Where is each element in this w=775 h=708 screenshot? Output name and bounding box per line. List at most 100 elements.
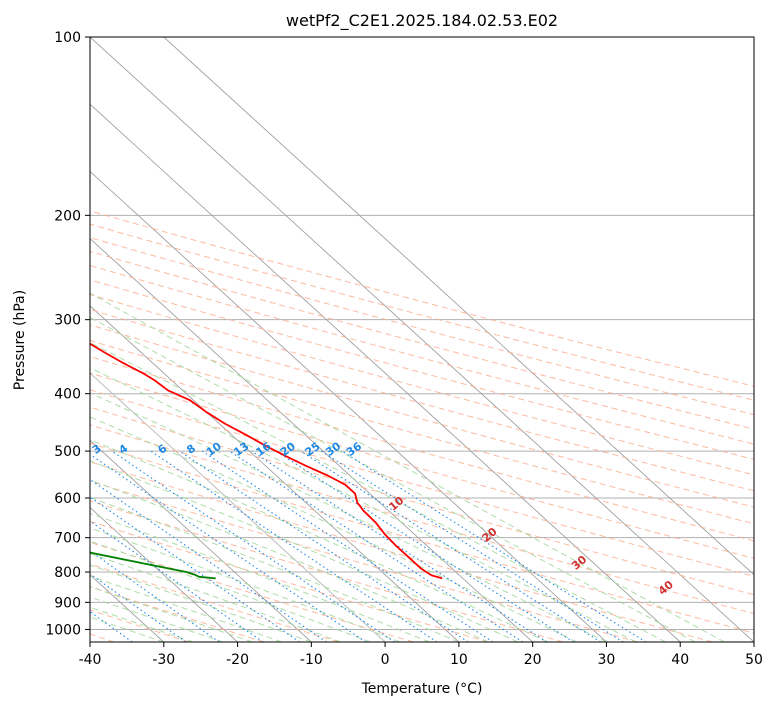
chart-title: wetPf2_C2E1.2025.184.02.53.E02 — [286, 11, 558, 31]
mixing-ratio-line-2 — [90, 478, 327, 642]
mixing-ratio-line-1 — [90, 520, 264, 642]
mixing-ratio-line-10 — [201, 450, 494, 642]
dry-adiabat-line — [90, 294, 754, 476]
dry-adiabat-line — [90, 406, 754, 596]
moist-adiabat-line — [90, 392, 607, 642]
isotherm-line — [90, 305, 460, 642]
mixing-ratio-line-25 — [300, 450, 601, 642]
isotherm-line — [90, 103, 681, 642]
dry-adiabat-line — [90, 389, 754, 577]
plot-frame — [89, 36, 755, 643]
mixing-ratio-line-3 — [90, 453, 367, 642]
moist-adiabat-line — [90, 316, 696, 642]
isobar-gridlines — [90, 37, 754, 630]
dry-adiabat-line — [90, 442, 754, 634]
moist-adiabat-line — [90, 416, 578, 642]
mixing-ratio-line-30 — [320, 450, 624, 642]
mixing-ratio-line-36 — [341, 450, 647, 642]
dry-adiabat-line — [90, 424, 754, 615]
moist-adiabat-lines — [90, 292, 725, 642]
isotherm-line — [90, 238, 533, 642]
dry-adiabat-line — [90, 223, 754, 401]
dry-adiabat-line — [90, 340, 754, 525]
x-tick-label-10: 10 — [450, 652, 468, 668]
y-tick-label-400: 400 — [54, 387, 81, 403]
x-axis-label: Temperature (°C) — [361, 681, 483, 697]
dry-adiabat-line — [90, 500, 564, 642]
mixing-ratio-label-16: 16 — [254, 439, 274, 459]
moist-adiabat-line — [90, 596, 223, 642]
x-tick-label--30: -30 — [152, 652, 175, 668]
x-axis-ticks: -40 -30 -20 -10 0 10 20 30 40 50 — [79, 642, 763, 668]
y-tick-label-500: 500 — [54, 444, 81, 460]
moist-adiabat-line — [90, 575, 282, 642]
isotherm-line — [90, 37, 754, 642]
dry-adiabat-line — [90, 250, 754, 430]
y-tick-label-600: 600 — [54, 491, 81, 507]
moist-adiabat-line — [90, 342, 666, 642]
x-tick-label-20: 20 — [524, 652, 542, 668]
mixing-ratio-label-13: 13 — [231, 440, 251, 459]
moist-adiabat-line — [90, 367, 637, 642]
mixing-ratio-label-20: 20 — [278, 439, 298, 459]
mixing-ratio-lines — [90, 450, 647, 642]
x-tick-label-50: 50 — [745, 652, 763, 668]
mixing-ratio-label-8: 8 — [184, 442, 198, 457]
moist-adiabat-line — [90, 292, 725, 642]
x-tick-label-0: 0 — [381, 652, 390, 668]
isotherm-line — [90, 506, 238, 642]
mixing-ratio-line-0.4 — [90, 573, 187, 642]
mixing-ratio-line-0.6 — [90, 550, 220, 642]
moist-adiabat-line — [90, 552, 342, 642]
isotherm-line — [90, 439, 312, 642]
moist-adiabat-label-40: 40 — [656, 578, 676, 598]
mixing-ratio-label-30: 30 — [323, 439, 343, 459]
x-tick-label--40: -40 — [79, 652, 102, 668]
y-tick-label-900: 900 — [54, 595, 81, 611]
isotherm-line — [163, 37, 754, 576]
isotherm-zero — [90, 372, 386, 642]
isotherm-gridlines — [90, 37, 754, 642]
dry-adiabat-lines — [90, 210, 754, 642]
isotherm-line — [90, 170, 607, 642]
moist-adiabat-line — [90, 527, 401, 642]
y-tick-label-800: 800 — [54, 565, 81, 581]
profile-series — [90, 342, 443, 580]
moist-adiabat-line — [90, 512, 430, 642]
dry-adiabat-line — [90, 356, 754, 542]
y-tick-label-300: 300 — [54, 313, 81, 329]
mixing-ratio-line-13 — [229, 450, 524, 642]
dry-adiabat-line — [90, 264, 754, 445]
moist-adiabat-line — [90, 586, 253, 642]
dry-adiabat-line — [90, 237, 754, 416]
plot-area: 346810131620253036-100-90-80-70-60-50-40… — [90, 37, 754, 642]
dry-adiabat-line — [90, 279, 754, 460]
dry-adiabat-line — [90, 586, 264, 642]
mixing-ratio-line-4 — [111, 450, 395, 642]
mixing-ratio-line-1.5 — [90, 496, 300, 642]
y-axis-ticks: 100 200 300 400 500 600 700 800 900 1000 — [45, 30, 90, 638]
dry-adiabat-line — [90, 324, 754, 508]
x-tick-label-30: 30 — [598, 652, 616, 668]
y-tick-label-1000: 1000 — [45, 622, 81, 638]
mixing-ratio-line-6 — [150, 450, 438, 642]
dry-adiabat-line — [90, 210, 754, 387]
dry-adiabat-line — [90, 309, 754, 492]
dry-adiabat-line — [90, 372, 754, 559]
x-tick-label--20: -20 — [226, 652, 249, 668]
x-tick-label-40: 40 — [671, 652, 689, 668]
mixing-ratio-label-10: 10 — [204, 439, 224, 459]
y-tick-label-700: 700 — [54, 531, 81, 547]
mixing-ratio-line-16 — [251, 450, 548, 642]
y-tick-label-200: 200 — [54, 208, 81, 224]
dry-adiabat-line — [90, 520, 489, 642]
y-tick-label-100: 100 — [54, 30, 81, 46]
mixing-ratio-line-20 — [275, 450, 574, 642]
y-axis-label: Pressure (hPa) — [12, 290, 28, 390]
reference-line-labels: 346810131620253036-100-90-80-70-60-50-40… — [90, 439, 676, 598]
moist-adiabat-label-30: 30 — [569, 553, 589, 573]
x-tick-label--10: -10 — [300, 652, 323, 668]
mixing-ratio-label-25: 25 — [303, 440, 323, 459]
temperature-profile-line — [90, 342, 443, 580]
moist-adiabat-line — [90, 439, 548, 642]
